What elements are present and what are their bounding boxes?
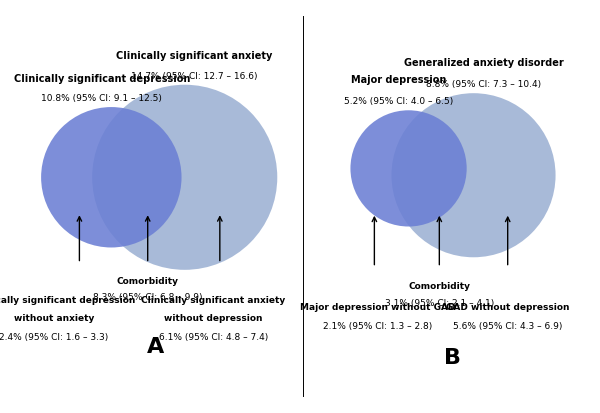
Text: Comorbidity: Comorbidity bbox=[117, 277, 179, 285]
Circle shape bbox=[92, 85, 277, 270]
Text: 10.8% (95% CI: 9.1 – 12.5): 10.8% (95% CI: 9.1 – 12.5) bbox=[41, 94, 162, 103]
Text: Major depression without GAD: Major depression without GAD bbox=[300, 302, 455, 311]
Text: Clinically significant anxiety: Clinically significant anxiety bbox=[142, 296, 286, 305]
Text: Clinically significant anxiety: Clinically significant anxiety bbox=[116, 51, 272, 61]
Text: 5.2% (95% CI: 4.0 – 6.5): 5.2% (95% CI: 4.0 – 6.5) bbox=[344, 97, 453, 106]
Circle shape bbox=[41, 108, 182, 248]
Text: 14.7% (95% CI: 12.7 – 16.6): 14.7% (95% CI: 12.7 – 16.6) bbox=[131, 71, 257, 81]
Text: Comorbidity: Comorbidity bbox=[409, 282, 470, 290]
Text: Major depression: Major depression bbox=[350, 75, 446, 85]
Text: 2.1% (95% CI: 1.3 – 2.8): 2.1% (95% CI: 1.3 – 2.8) bbox=[323, 321, 433, 330]
Text: 6.1% (95% CI: 4.8 – 7.4): 6.1% (95% CI: 4.8 – 7.4) bbox=[159, 332, 268, 342]
Text: without depression: without depression bbox=[164, 313, 263, 323]
Circle shape bbox=[350, 111, 467, 227]
Text: 8.3% (95% CI: 6.8 – 9.9): 8.3% (95% CI: 6.8 – 9.9) bbox=[93, 292, 202, 301]
Text: 2.4% (95% CI: 1.6 – 3.3): 2.4% (95% CI: 1.6 – 3.3) bbox=[0, 332, 109, 342]
Text: 3.1% (95% CI: 2.1 – 4.1): 3.1% (95% CI: 2.1 – 4.1) bbox=[385, 299, 494, 308]
Text: GAD without depression: GAD without depression bbox=[446, 302, 569, 311]
Text: Clinically significant depression: Clinically significant depression bbox=[0, 296, 135, 305]
Circle shape bbox=[391, 94, 556, 258]
Text: 8.8% (95% CI: 7.3 – 10.4): 8.8% (95% CI: 7.3 – 10.4) bbox=[426, 80, 541, 88]
Text: A: A bbox=[148, 336, 164, 356]
Text: Generalized anxiety disorder: Generalized anxiety disorder bbox=[404, 58, 563, 68]
Text: B: B bbox=[445, 347, 461, 367]
Text: without anxiety: without anxiety bbox=[14, 313, 94, 323]
Text: 5.6% (95% CI: 4.3 – 6.9): 5.6% (95% CI: 4.3 – 6.9) bbox=[453, 321, 562, 330]
Text: Clinically significant depression: Clinically significant depression bbox=[14, 74, 190, 83]
